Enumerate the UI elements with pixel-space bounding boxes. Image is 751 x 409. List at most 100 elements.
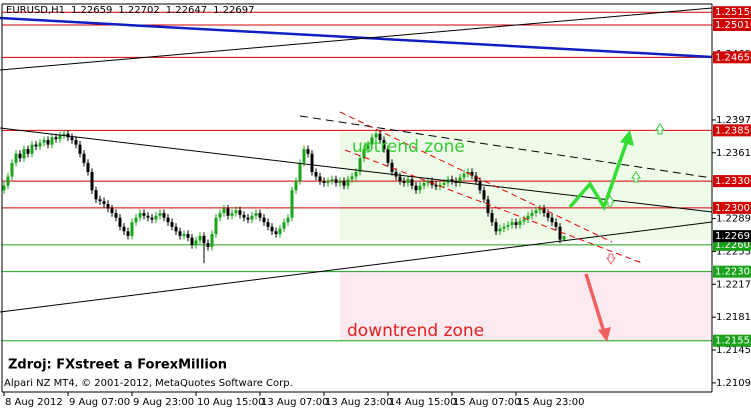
candle-body: [374, 133, 378, 138]
x-tick-label: 15 Aug 07:00: [453, 397, 520, 408]
small-arrow: [606, 253, 616, 265]
candle-body: [54, 137, 58, 140]
candle-body: [254, 213, 258, 216]
candle-body: [150, 217, 154, 220]
candle-body: [486, 199, 490, 214]
candle-body: [226, 208, 230, 216]
candle-body: [170, 222, 174, 227]
candle-body: [46, 140, 50, 145]
candle-body: [86, 162, 90, 172]
candle-body: [298, 162, 302, 182]
price-label-box: [713, 230, 751, 243]
level-label-box: [713, 201, 751, 214]
header-value: 1.22647: [166, 5, 207, 16]
candle-body: [302, 149, 306, 163]
candle-body: [162, 213, 166, 218]
candle-body: [2, 185, 6, 191]
candle-body: [462, 173, 466, 178]
candle-body: [134, 217, 138, 223]
candle-body: [450, 179, 454, 182]
level-label: 1.24656: [715, 52, 751, 63]
level-label-box: [713, 265, 751, 278]
candle-body: [74, 140, 78, 145]
level-label-box: [713, 334, 751, 347]
candle-body: [34, 144, 38, 147]
downtrend-zone: [340, 272, 712, 341]
candle-body: [118, 217, 122, 227]
candle-body: [322, 181, 326, 183]
level-label-box: [713, 51, 751, 64]
candle-body: [174, 226, 178, 232]
level-label-box: [713, 175, 751, 188]
candle-body: [478, 181, 482, 191]
candle-body: [294, 181, 298, 191]
candle-body: [502, 226, 506, 229]
candle-body: [358, 158, 362, 172]
candle-body: [14, 153, 18, 163]
candle-body: [410, 179, 414, 186]
candle-body: [286, 217, 290, 223]
candle-body: [222, 208, 226, 214]
candle-body: [10, 162, 14, 177]
x-tick-label: 14 Aug 15:00: [389, 397, 456, 408]
candle-body: [18, 153, 22, 159]
channel-line: [339, 111, 613, 243]
candle-body: [58, 135, 62, 140]
symbol: EURUSD,H1: [6, 5, 65, 16]
candle-body: [166, 217, 170, 223]
y-tick-label: 1.21090: [716, 378, 751, 389]
x-tick-label: 13 Aug 23:00: [325, 397, 392, 408]
candle-body: [282, 222, 286, 229]
candle-body: [386, 149, 390, 163]
candle-body: [290, 190, 294, 218]
candle-body: [210, 234, 214, 247]
candle-body: [370, 137, 374, 145]
candle-body: [102, 201, 106, 204]
price-label: 1.22697: [715, 231, 751, 242]
y-tick-label: 1.22530: [716, 246, 751, 257]
candle-body: [366, 144, 370, 150]
candle-body: [530, 213, 534, 216]
small-arrow: [631, 171, 641, 183]
header-value: 1.22702: [118, 5, 159, 16]
candle-body: [214, 217, 218, 235]
y-tick-label: 1.22170: [716, 279, 751, 290]
level-label: 1.22308: [715, 267, 751, 278]
candle-body: [258, 213, 262, 218]
candle-body: [350, 176, 354, 180]
x-tick-label: 15 Aug 23:00: [517, 397, 584, 408]
candle-body: [434, 184, 438, 187]
candle-body: [26, 149, 30, 154]
level-label: 1.22602: [715, 240, 751, 251]
header: EURUSD,H1 1.22659 1.22702 1.22647 1.22697: [6, 5, 254, 16]
arrow-head: [620, 130, 634, 146]
y-tick-label: 1.23970: [716, 115, 751, 126]
candle-body: [522, 219, 526, 222]
trend-line: [299, 115, 713, 179]
candle-body: [314, 171, 318, 177]
candle-body: [158, 213, 162, 216]
annotation: uptrend zone: [352, 137, 465, 157]
candle-body: [310, 153, 314, 172]
candle-body: [382, 140, 386, 150]
x-tick-label: 9 Aug 23:00: [133, 397, 194, 408]
y-tick-label: 1.21450: [716, 345, 751, 356]
axis-labels: 1.246901.239701.236101.228901.225301.221…: [3, 6, 751, 408]
level-label: 1.25010: [715, 20, 751, 31]
candle-body: [50, 137, 54, 145]
candle-body: [30, 144, 34, 154]
candle-body: [202, 235, 206, 244]
candle-body: [106, 203, 110, 209]
candle-body: [42, 140, 46, 143]
candle-body: [190, 237, 194, 246]
candle-body: [510, 222, 514, 225]
level-label-box: [713, 6, 751, 19]
level-label: 1.23007: [715, 203, 751, 214]
candle-body: [6, 176, 10, 186]
candle-body: [338, 181, 342, 183]
candle-body: [62, 133, 66, 136]
zones: [340, 132, 712, 341]
candle-body: [514, 222, 518, 225]
x-tick-label: 9 Aug 07:00: [69, 397, 130, 408]
candle-body: [346, 179, 350, 186]
